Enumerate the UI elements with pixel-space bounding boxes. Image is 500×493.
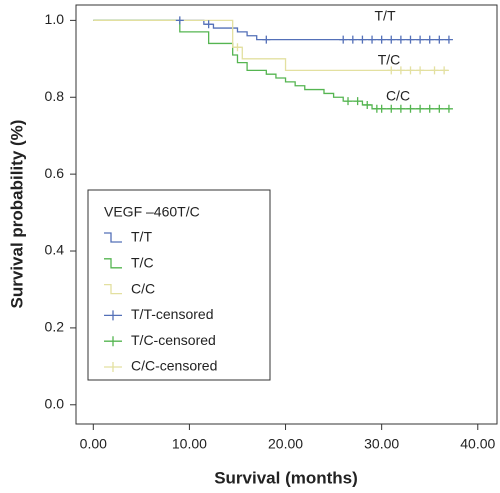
- legend-label: T/C: [131, 255, 154, 271]
- censor-mark: [416, 66, 425, 75]
- curve-label: T/T: [375, 8, 396, 24]
- legend-label: T/C-censored: [131, 332, 216, 348]
- x-tick-label: 20.00: [268, 436, 303, 452]
- legend-marker: [104, 336, 122, 347]
- legend-marker: [104, 310, 122, 321]
- censor-mark: [440, 66, 449, 75]
- y-axis-label: Survival probability (%): [7, 120, 26, 309]
- legend-label: T/T-censored: [131, 306, 213, 322]
- censor-mark: [435, 35, 444, 44]
- survival-curve: [93, 19, 449, 71]
- y-tick-label: 1.0: [45, 11, 65, 27]
- censor-mark: [363, 100, 372, 109]
- plot-frame: [75, 4, 498, 425]
- censor-mark: [406, 104, 415, 113]
- censor-mark: [444, 104, 453, 113]
- legend-title: VEGF –460T/C: [104, 204, 200, 220]
- censor-mark: [387, 66, 396, 75]
- censor-mark: [425, 35, 434, 44]
- censor-mark: [233, 43, 242, 52]
- censor-mark: [387, 104, 396, 113]
- legend-label: T/T: [131, 229, 152, 245]
- y-tick-label: 0.6: [45, 165, 65, 181]
- legend-line: [104, 232, 122, 243]
- x-tick-label: 30.00: [364, 436, 399, 452]
- censor-mark: [175, 16, 184, 25]
- legend-label: C/C-censored: [131, 358, 217, 374]
- y-tick-label: 0.8: [45, 88, 65, 104]
- legend-marker: [104, 362, 122, 372]
- curve-label: C/C: [386, 88, 410, 104]
- legend-label: C/C: [131, 280, 155, 296]
- censor-mark: [387, 35, 396, 44]
- censor-mark: [204, 20, 213, 29]
- legend-box: [87, 189, 271, 381]
- censor-mark: [416, 35, 425, 44]
- y-tick-label: 0.2: [45, 319, 65, 335]
- censor-mark: [396, 35, 405, 44]
- x-axis-label: Survival (months): [214, 468, 358, 487]
- survival-curve: [93, 19, 449, 41]
- censor-mark: [377, 35, 386, 44]
- y-tick-label: 0.0: [45, 395, 65, 411]
- legend-line: [104, 258, 122, 269]
- censor-mark: [396, 104, 405, 113]
- y-tick-label: 0.4: [45, 242, 65, 258]
- censor-mark: [353, 97, 362, 106]
- censor-mark: [339, 35, 348, 44]
- censor-mark: [262, 35, 271, 44]
- x-tick-label: 0.00: [80, 436, 107, 452]
- x-tick-label: 40.00: [460, 436, 495, 452]
- censor-mark: [358, 35, 367, 44]
- censor-mark: [396, 66, 405, 75]
- censor-mark: [416, 104, 425, 113]
- legend-line: [104, 283, 122, 295]
- censor-mark: [344, 97, 353, 106]
- censor-mark: [348, 35, 357, 44]
- censor-mark: [430, 66, 439, 75]
- curve-label: T/C: [378, 52, 401, 68]
- censor-mark: [406, 35, 415, 44]
- censor-mark: [435, 104, 444, 113]
- x-tick-label: 10.00: [172, 436, 207, 452]
- censor-mark: [406, 66, 415, 75]
- censor-mark: [444, 35, 453, 44]
- censor-mark: [368, 35, 377, 44]
- censor-mark: [377, 104, 386, 113]
- censor-mark: [425, 104, 434, 113]
